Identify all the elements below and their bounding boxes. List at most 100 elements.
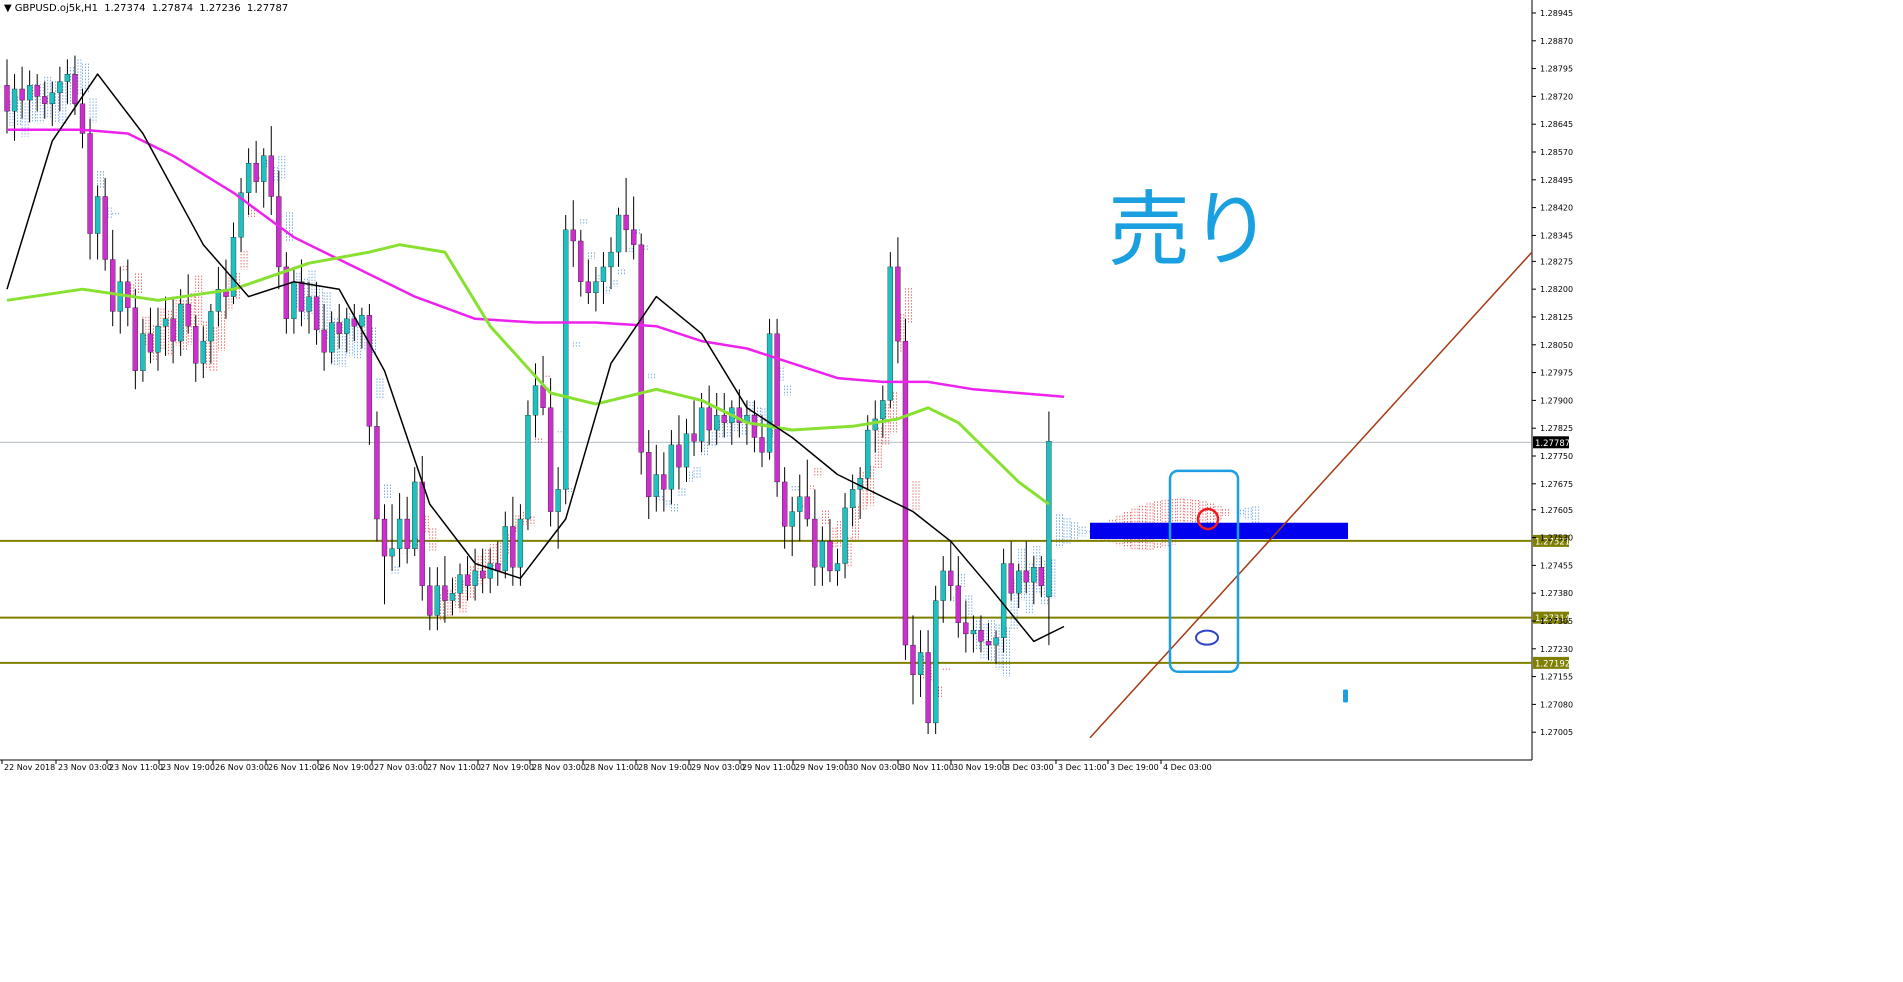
candle-bear[interactable] (374, 426, 380, 520)
candle-bull[interactable] (517, 518, 524, 568)
candle-bear[interactable] (170, 318, 176, 342)
candle-bear[interactable] (442, 585, 448, 601)
candle-bear[interactable] (464, 574, 471, 586)
candle-bull[interactable] (532, 385, 539, 416)
candle-bull[interactable] (887, 266, 893, 401)
candle-bull[interactable] (880, 400, 886, 420)
candle-bear[interactable] (110, 259, 116, 312)
candle-bull[interactable] (412, 481, 418, 549)
candle-bear[interactable] (34, 85, 40, 97)
candle-bull[interactable] (849, 489, 856, 509)
candle-bear[interactable] (827, 541, 833, 572)
candle-bear[interactable] (381, 518, 388, 557)
candle-bear[interactable] (925, 652, 931, 724)
candle-bear[interactable] (812, 518, 818, 568)
candle-bull[interactable] (502, 526, 508, 572)
candle-bear[interactable] (978, 630, 984, 642)
candle-bull[interactable] (11, 88, 18, 112)
candle-bear[interactable] (804, 496, 810, 520)
candle-bull[interactable] (766, 333, 773, 453)
candle-bear[interactable] (736, 407, 742, 423)
candle-bull[interactable] (26, 85, 33, 101)
candle-bear[interactable] (404, 518, 410, 549)
candle-bull[interactable] (457, 574, 463, 594)
candle-bear[interactable] (1023, 570, 1029, 583)
candle-bear[interactable] (721, 415, 727, 423)
candle-bull[interactable] (683, 433, 690, 468)
candle-bear[interactable] (570, 229, 576, 242)
candle-bull[interactable] (1046, 441, 1052, 598)
candle-bear[interactable] (902, 340, 909, 646)
candle-bull[interactable] (328, 322, 335, 353)
candle-bull[interactable] (155, 326, 161, 353)
candle-bear[interactable] (547, 407, 554, 512)
candle-bear[interactable] (985, 641, 992, 646)
candle-bear[interactable] (102, 196, 108, 260)
candle-bear[interactable] (676, 444, 682, 468)
candle-bear[interactable] (646, 452, 652, 497)
candle-bull[interactable] (117, 281, 123, 312)
candle-bull[interactable] (140, 333, 146, 371)
candle-bear[interactable] (751, 415, 758, 438)
candle-bear[interactable] (336, 322, 342, 334)
candle-bear[interactable] (4, 85, 10, 112)
candle-bear[interactable] (895, 266, 901, 342)
candle-bull[interactable] (563, 229, 569, 490)
candle-bear[interactable] (419, 481, 425, 586)
candle-bull[interactable] (291, 281, 297, 319)
candle-bull[interactable] (857, 478, 863, 490)
candle-bear[interactable] (147, 333, 154, 353)
candle-bear[interactable] (1038, 567, 1044, 586)
candle-bull[interactable] (245, 162, 252, 193)
candle-bull[interactable] (608, 251, 614, 268)
candle-bull[interactable] (834, 563, 841, 572)
candle-bear[interactable] (948, 570, 954, 586)
candle-bull[interactable] (200, 340, 206, 364)
candle-bull[interactable] (555, 489, 561, 512)
candle-bear[interactable] (774, 333, 780, 483)
candle-bull[interactable] (714, 415, 720, 431)
candle-bear[interactable] (132, 307, 139, 371)
candle-bull[interactable] (615, 214, 622, 253)
candle-bear[interactable] (42, 96, 48, 104)
candle-bear[interactable] (253, 162, 259, 182)
blue-zone[interactable] (1090, 522, 1348, 540)
candle-bull[interactable] (162, 318, 169, 327)
candle-bear[interactable] (72, 73, 78, 104)
candle-bull[interactable] (434, 585, 441, 616)
candle-bull[interactable] (94, 196, 101, 234)
candle-bull[interactable] (933, 600, 939, 724)
candle-bear[interactable] (479, 570, 486, 579)
candle-bear[interactable] (321, 329, 327, 353)
candle-bull[interactable] (698, 407, 705, 442)
candle-bull[interactable] (653, 474, 659, 497)
candle-bull[interactable] (842, 507, 848, 564)
candle-bull[interactable] (238, 192, 244, 238)
candle-bull[interactable] (819, 541, 826, 568)
candle-bull[interactable] (593, 281, 599, 294)
candle-bull[interactable] (261, 155, 267, 182)
candle-bull[interactable] (230, 237, 237, 297)
candle-bear[interactable] (298, 281, 305, 312)
candle-bear[interactable] (661, 474, 667, 490)
candle-bull[interactable] (208, 311, 214, 342)
candle-bull[interactable] (177, 303, 184, 342)
trendline[interactable] (1089, 251, 1533, 739)
candle-bear[interactable] (193, 326, 199, 364)
candle-bear[interactable] (79, 103, 86, 134)
candle-bear[interactable] (313, 296, 320, 331)
candle-bull[interactable] (344, 318, 350, 334)
candle-bear[interactable] (706, 407, 712, 431)
candle-bull[interactable] (668, 444, 675, 490)
candle-bull[interactable] (215, 289, 222, 312)
candle-bull[interactable] (789, 511, 795, 527)
candle-bull[interactable] (359, 314, 365, 327)
candle-bear[interactable] (910, 644, 916, 675)
candle-bull[interactable] (449, 593, 456, 601)
candle-bear[interactable] (510, 526, 516, 568)
candle-bear[interactable] (19, 88, 25, 101)
candle-bear[interactable] (585, 281, 591, 294)
candle-bear[interactable] (427, 585, 433, 616)
